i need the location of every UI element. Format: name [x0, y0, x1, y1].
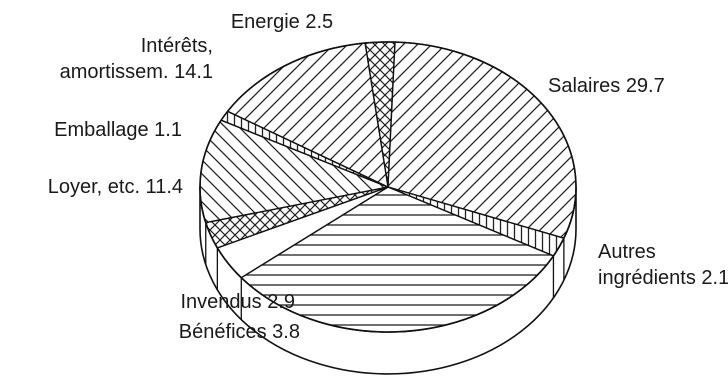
slice-label-line: Autres: [598, 241, 656, 263]
slice-label: Intérêts, amortissem. 14.1: [60, 35, 213, 83]
slice-label-line: Energie 2.5: [231, 11, 333, 33]
slice-label: Salaires 29.7: [548, 75, 665, 97]
slice-label-line: ingrédients 2.1: [598, 267, 728, 289]
slice-label: Loyer, etc. 11.4: [48, 176, 183, 198]
slice-label-line: Salaires 29.7: [548, 75, 665, 97]
pie-top-outline: [199, 41, 577, 333]
slice-label-line: Loyer, etc. 11.4: [48, 176, 183, 198]
slice-label: Autres ingrédients 2.1: [598, 241, 728, 289]
slice-label: Invendus 2.9: [180, 291, 295, 313]
slice-label-line: Emballage 1.1: [54, 119, 182, 141]
slice-label-line: amortissem. 14.1: [60, 61, 213, 83]
slice-label: Energie 2.5: [231, 11, 333, 33]
pie-top: [199, 41, 577, 333]
slice-label-line: Bénéfices 3.8: [179, 321, 300, 343]
slice-label-line: Invendus 2.9: [180, 291, 295, 313]
slice-label: Bénéfices 3.8: [179, 321, 300, 343]
slice-label-line: Intérêts,: [141, 35, 213, 57]
slice-label: Emballage 1.1: [54, 119, 182, 141]
pie-labels: Energie 2.5 Salaires 29.7 Autres ingrédient…: [48, 11, 728, 343]
